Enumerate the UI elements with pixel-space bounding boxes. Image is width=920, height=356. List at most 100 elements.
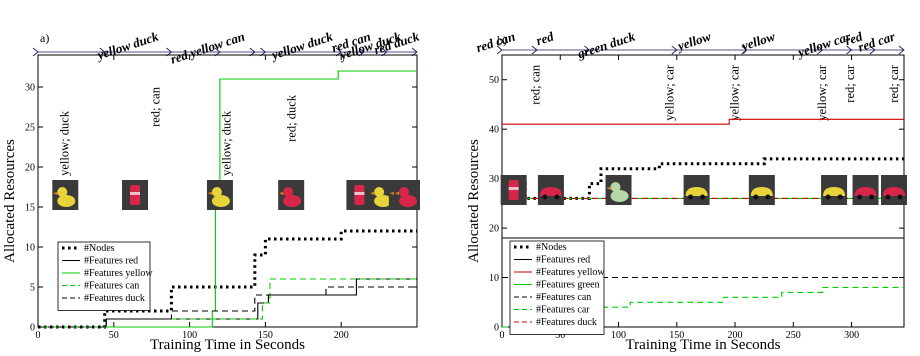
legend-entry: #Features duck	[536, 317, 597, 328]
x-tick-label: 150	[669, 330, 684, 341]
thumbnail	[122, 180, 149, 210]
thumbnail-beak	[53, 192, 58, 195]
panel-b: b)red can red green duck yellow yellow yellow…	[466, 28, 907, 353]
series-line	[502, 157, 904, 205]
x-axis-label: Training Time in Seconds	[626, 337, 781, 353]
thumbnail	[852, 175, 879, 205]
panel-a: a) yellow duck red yellow can yellow duckre…	[2, 28, 421, 353]
y-tick-label: 10	[25, 243, 35, 254]
thumbnail-stripe	[130, 192, 141, 195]
thumbnail	[537, 175, 564, 205]
thumbnail-body	[685, 187, 708, 196]
thumbnail	[500, 175, 527, 205]
legend-entry: #Features car	[536, 305, 590, 316]
timeline-arrow	[584, 45, 591, 55]
thumbnail-wheel-front	[885, 194, 891, 200]
x-tick-label: 250	[786, 330, 801, 341]
thumbnail-body	[399, 195, 417, 207]
thumbnail-wheel-front	[753, 194, 759, 200]
thumbnail	[605, 175, 632, 205]
y-tick-label: 50	[489, 75, 499, 86]
rotated-label: red; car	[843, 64, 857, 103]
x-tick-label: 0	[36, 330, 41, 341]
rotated-label: yellow; car	[728, 64, 742, 121]
rotated-label: red; car	[887, 64, 901, 103]
rotated-label: yellow; car	[662, 64, 676, 121]
thumbnail-wheel-front	[542, 194, 548, 200]
top-annotation: red	[534, 28, 556, 48]
y-tick-label: 30	[489, 174, 499, 185]
thumbnail	[821, 175, 848, 205]
thumbnail-body	[283, 195, 302, 207]
thumbnail-beak	[207, 192, 212, 195]
series-line	[502, 118, 904, 125]
series-line	[38, 278, 417, 328]
legend-entry: #Features duck	[84, 293, 145, 304]
legend-entry: #Features green	[536, 280, 600, 291]
x-tick-label: 150	[258, 330, 273, 341]
thumbnail-head	[399, 187, 409, 197]
timeline-arrow	[898, 45, 905, 55]
thumbnail	[881, 175, 907, 205]
y-tick-label: 20	[489, 224, 499, 235]
y-tick-label: 20	[25, 163, 35, 174]
y-tick-label: 0	[30, 323, 35, 334]
thumbnail-wheel-rear	[897, 194, 903, 200]
thumbnail-stripe	[508, 187, 519, 190]
thumbnail-head	[374, 187, 385, 197]
thumbnail	[206, 180, 233, 210]
thumbnail-wheel-rear	[869, 194, 875, 200]
rotated-label: red; can	[528, 64, 542, 105]
thumbnail-body	[883, 187, 905, 196]
legend-entry: #Features red	[536, 255, 590, 266]
timeline-arrow	[869, 45, 876, 55]
thumbnail-beak	[606, 187, 611, 190]
top-annotation: yellow duck	[268, 28, 335, 63]
timeline-arrow	[741, 45, 748, 55]
thumbnail-wheel-front	[688, 194, 694, 200]
legend-entry: #Features can	[84, 281, 139, 292]
x-tick-label: 100	[611, 330, 626, 341]
rotated-label: red; can	[148, 86, 162, 127]
thumbnail-beak	[395, 192, 399, 195]
legend-entry: #Nodes	[536, 242, 567, 253]
top-annotation: red	[843, 28, 865, 48]
thumbnail	[278, 180, 305, 210]
thumbnail-body	[610, 190, 629, 202]
y-axis-label: Allocated Resources	[466, 139, 482, 263]
thumbnail-body	[57, 195, 76, 207]
top-annotation: red car	[856, 28, 898, 54]
thumbnail-stripe	[354, 192, 365, 195]
y-tick-label: 40	[489, 125, 499, 136]
legend-box	[509, 240, 605, 335]
timeline-arrow	[846, 45, 853, 55]
x-tick-label: 300	[844, 330, 859, 341]
y-axis-label: Allocated Resources	[2, 139, 18, 263]
thumbnail-wheel-rear	[765, 194, 771, 200]
top-annotation: green duck	[575, 28, 638, 61]
y-tick-label: 5	[30, 283, 35, 294]
x-axis-label: Training Time in Seconds	[150, 337, 305, 353]
thumbnail	[394, 180, 420, 210]
y-tick-label: 15	[25, 203, 35, 214]
timeline-arrow	[817, 45, 824, 55]
thumbnail	[683, 175, 710, 205]
thumbnail-head	[57, 187, 68, 197]
series-line	[38, 229, 417, 329]
rotated-label: red; duck	[285, 94, 299, 142]
legend-box	[57, 241, 151, 311]
x-tick-label: 0	[500, 330, 505, 341]
thumbnail-beak	[370, 192, 375, 195]
thumbnail-wheel-rear	[700, 194, 706, 200]
rotated-label: yellow; duck	[220, 110, 234, 176]
x-tick-label: 100	[182, 330, 197, 341]
series-line	[38, 286, 417, 328]
thumbnail-body	[854, 187, 877, 196]
timeline-arrow	[671, 45, 678, 55]
thumbnail-wheel-rear	[554, 194, 560, 200]
thumbnail-body	[750, 187, 773, 196]
thumbnail-head	[283, 187, 294, 197]
thumbnail	[52, 180, 79, 210]
thumbnail-head	[211, 187, 222, 197]
